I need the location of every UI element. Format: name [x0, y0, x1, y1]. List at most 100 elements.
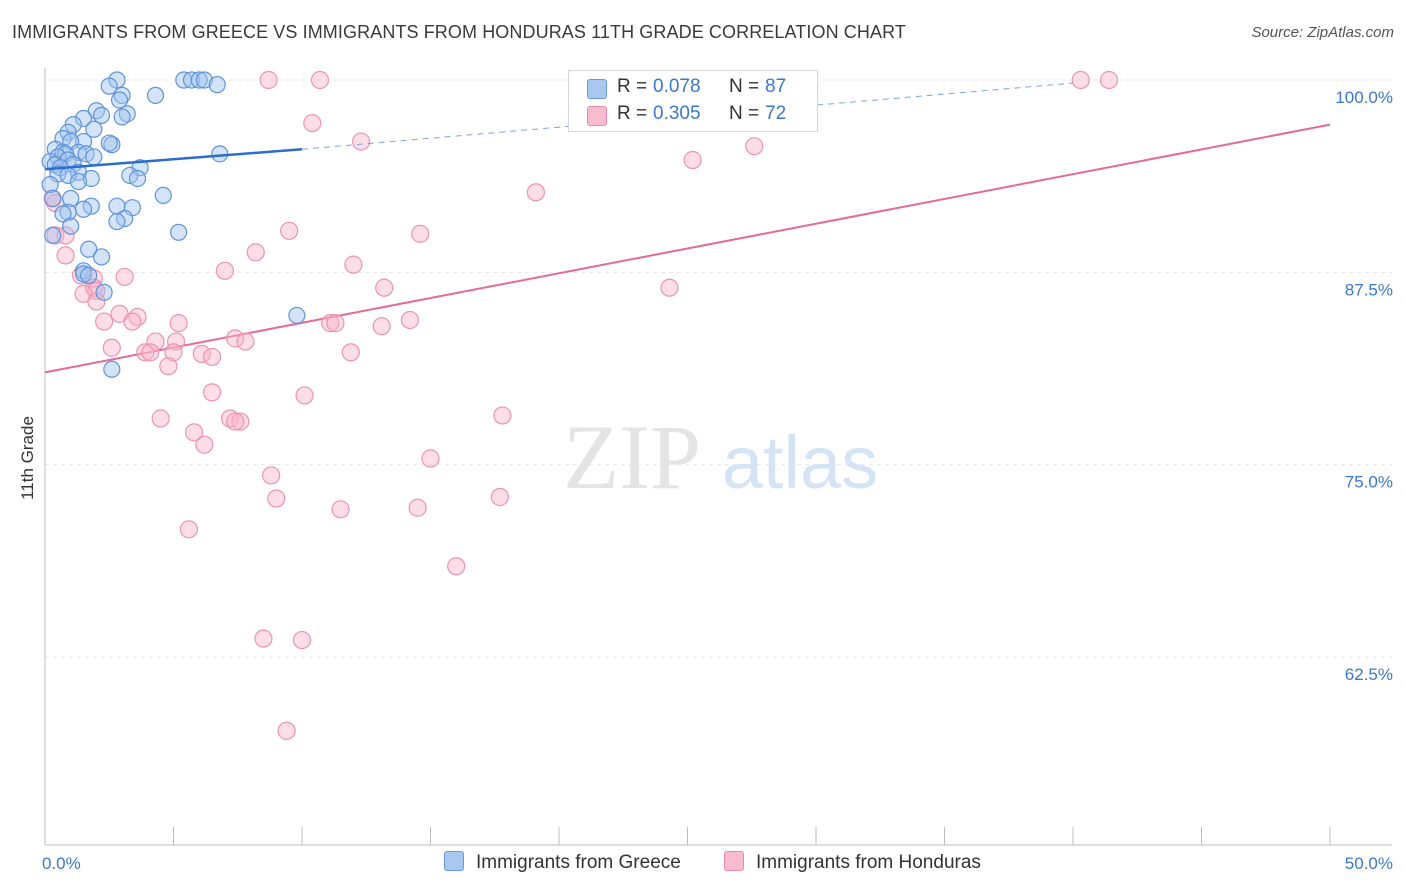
- greece-point: [146, 86, 165, 104]
- honduras-point: [321, 314, 340, 333]
- y-tick-label: 100.0%: [1335, 88, 1393, 107]
- honduras-point: [292, 630, 312, 650]
- x-tick-label: 50.0%: [1345, 854, 1393, 873]
- watermark: ZIP atlas: [563, 406, 878, 508]
- greece-point: [44, 189, 62, 208]
- y-tick-label: 87.5%: [1345, 280, 1393, 299]
- honduras-point: [231, 412, 250, 431]
- greece-point: [195, 71, 213, 89]
- honduras-swatch: [587, 106, 607, 126]
- honduras-r-value: 0.305: [653, 103, 701, 124]
- honduras-point: [408, 498, 427, 517]
- honduras-point: [375, 278, 394, 297]
- honduras-point: [115, 267, 134, 287]
- honduras-point: [447, 557, 466, 576]
- honduras-point: [352, 132, 371, 151]
- greece-trend-line: [44, 82, 1074, 171]
- greece-point: [80, 266, 98, 285]
- honduras-point: [169, 314, 188, 333]
- greece-point: [128, 169, 147, 188]
- honduras-point: [303, 113, 322, 133]
- honduras-point: [493, 406, 512, 425]
- n-label: N =: [729, 76, 760, 97]
- greece-point: [113, 86, 131, 104]
- greece-point: [41, 176, 59, 194]
- honduras-point: [1099, 70, 1119, 90]
- chart-title: IMMIGRANTS FROM GREECE VS IMMIGRANTS FRO…: [12, 22, 906, 42]
- honduras-point: [151, 409, 170, 428]
- honduras-point: [220, 409, 240, 428]
- y-tick-label: 75.0%: [1345, 473, 1393, 492]
- honduras-point: [159, 357, 178, 376]
- greece-point: [74, 109, 93, 128]
- greece-point: [95, 283, 113, 301]
- greece-point: [87, 102, 106, 120]
- honduras-point: [254, 629, 273, 648]
- greece-point: [118, 105, 136, 123]
- axes: [44, 68, 1392, 846]
- honduras-point: [310, 70, 330, 90]
- honduras-point: [344, 255, 363, 274]
- honduras-point: [192, 344, 211, 363]
- stats-legend: R = 0.078 N = 87 R = 0.305 N = 72: [568, 70, 818, 132]
- honduras-point: [490, 487, 509, 507]
- honduras-point: [400, 310, 420, 330]
- honduras-point: [683, 150, 702, 170]
- honduras-point: [56, 246, 75, 265]
- honduras-point: [280, 221, 299, 240]
- honduras-legend-label: Immigrants from Honduras: [756, 852, 981, 873]
- greece-point: [113, 108, 131, 126]
- honduras-point: [331, 500, 350, 519]
- honduras-point: [136, 343, 155, 362]
- legend-row-honduras: R = 0.305 N = 72: [569, 101, 817, 129]
- greece-point: [288, 306, 306, 325]
- greece-point: [108, 212, 126, 231]
- greece-point: [62, 217, 80, 235]
- honduras-points: [43, 70, 1119, 740]
- greece-point: [110, 91, 129, 109]
- honduras-point: [226, 412, 245, 431]
- honduras-point: [526, 183, 545, 202]
- greece-point: [69, 172, 88, 191]
- honduras-point: [184, 423, 204, 442]
- greece-trend-solid: [44, 147, 303, 171]
- greece-point: [92, 248, 111, 266]
- n-label: N =: [729, 103, 760, 124]
- honduras-point: [1071, 70, 1090, 90]
- greece-legend-label: Immigrants from Greece: [476, 852, 681, 873]
- greece-point: [44, 226, 62, 245]
- honduras-point: [141, 343, 160, 362]
- honduras-point: [259, 70, 278, 90]
- greece-point: [154, 186, 172, 204]
- watermark-zip: ZIP: [563, 406, 701, 508]
- tick-labels: 62.5% 75.0% 87.5% 100.0% 0.0% 50.0%: [42, 88, 1393, 873]
- greece-point: [190, 71, 208, 89]
- honduras-point: [179, 520, 199, 539]
- honduras-point: [56, 226, 75, 245]
- greece-r-value: 0.078: [653, 76, 701, 97]
- greece-n-value: 87: [765, 76, 787, 97]
- honduras-point: [421, 449, 440, 468]
- honduras-point: [123, 312, 142, 331]
- greece-points: [41, 71, 306, 378]
- greece-point: [74, 200, 93, 218]
- greece-point: [103, 360, 121, 378]
- honduras-point: [277, 721, 296, 740]
- honduras-point: [215, 261, 234, 280]
- honduras-point: [267, 489, 286, 508]
- honduras-point: [102, 338, 121, 357]
- honduras-point: [326, 314, 345, 333]
- y-tick-label: 62.5%: [1345, 665, 1393, 684]
- honduras-point: [166, 332, 186, 351]
- bottom-legend-honduras: Immigrants from Honduras: [724, 851, 981, 874]
- honduras-trend-line: [44, 123, 1331, 374]
- x-tick-label: 0.0%: [42, 854, 81, 873]
- legend-row-greece: R = 0.078 N = 87: [569, 74, 817, 102]
- honduras-point: [745, 137, 764, 156]
- honduras-point: [236, 332, 255, 351]
- honduras-point: [246, 243, 265, 262]
- honduras-trend: [44, 123, 1331, 374]
- honduras-point: [660, 278, 679, 297]
- greece-point: [92, 106, 111, 124]
